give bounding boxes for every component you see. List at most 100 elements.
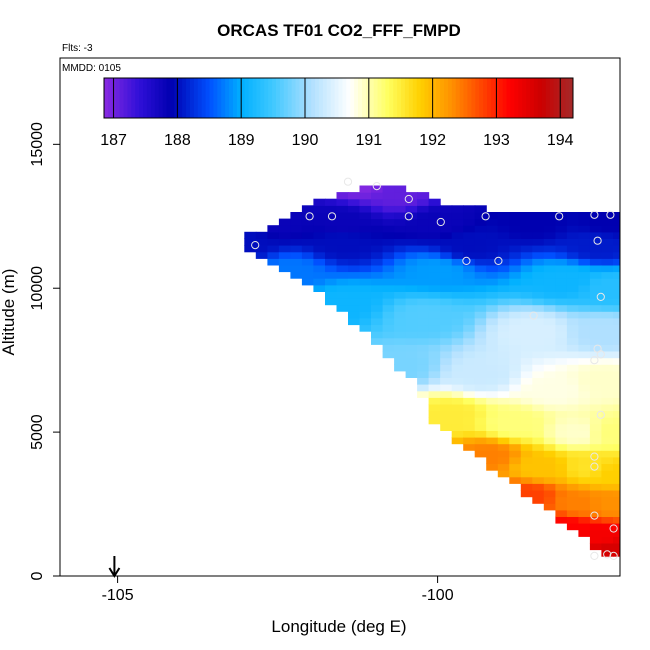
heatmap-cell <box>417 278 430 286</box>
heatmap-cell <box>566 423 579 431</box>
heatmap-cell <box>532 324 545 332</box>
heatmap-cell <box>543 456 556 465</box>
colorbar-segment <box>404 78 410 118</box>
heatmap-cell <box>578 264 591 273</box>
colorbar-segment <box>522 78 527 118</box>
heatmap-cell <box>578 443 591 451</box>
heatmap-cell <box>532 496 545 504</box>
heatmap-cell <box>359 198 372 206</box>
heatmap-cell <box>532 490 545 498</box>
heatmap-cell <box>486 238 499 246</box>
heatmap-cell <box>451 331 464 339</box>
heatmap-cell <box>543 251 556 259</box>
heatmap-cell <box>428 251 441 259</box>
heatmap-cell <box>417 238 430 246</box>
heatmap-cell <box>440 423 453 431</box>
heatmap-cell <box>463 238 476 246</box>
heatmap-cell <box>474 291 487 299</box>
colorbar-segment <box>279 78 285 118</box>
heatmap-cell <box>440 344 453 352</box>
heatmap-cell <box>601 437 614 445</box>
heatmap-cell <box>497 251 510 259</box>
heatmap-cell <box>578 317 591 326</box>
heatmap-cell <box>336 304 349 312</box>
heatmap-cell <box>589 212 602 220</box>
heatmap-cell <box>463 251 476 259</box>
colorbar-segment <box>248 78 254 118</box>
heatmap-cell <box>589 483 602 491</box>
heatmap-cell <box>601 377 614 385</box>
heatmap-cell <box>589 417 602 425</box>
heatmap-cell <box>589 238 602 246</box>
heatmap-cell <box>394 271 407 279</box>
heatmap-cell <box>566 291 579 299</box>
heatmap-cell <box>532 410 545 418</box>
heatmap-cell <box>371 304 384 312</box>
heatmap-cell <box>520 364 533 372</box>
heatmap-cell <box>371 291 384 299</box>
heatmap-cell <box>520 225 533 233</box>
heatmap-cell <box>440 324 453 332</box>
colorbar-segment <box>459 78 465 118</box>
heatmap-cell <box>371 317 384 326</box>
heatmap-cell <box>313 198 326 206</box>
heatmap-cell <box>566 364 579 372</box>
heatmap-cell <box>555 245 568 253</box>
heatmap-cell <box>417 304 430 312</box>
heatmap-cell <box>566 212 579 220</box>
colorbar-segment <box>291 78 297 118</box>
heatmap-cell <box>578 463 591 471</box>
heatmap-cell <box>290 231 303 239</box>
heatmap-cell <box>613 258 620 266</box>
colorbar-segment <box>131 78 136 118</box>
colorbar-segment <box>533 78 539 118</box>
colorbar-segment <box>275 78 281 118</box>
heatmap-cell <box>394 291 407 299</box>
heatmap-cell <box>348 225 361 233</box>
colorbar-segment <box>412 78 418 118</box>
heatmap-cell <box>336 231 349 239</box>
heatmap-cell <box>486 337 499 345</box>
heatmap-cell <box>543 410 556 418</box>
heatmap-cell <box>371 218 384 226</box>
heatmap-cell <box>405 311 418 319</box>
heatmap-cell <box>532 258 545 266</box>
heatmap-cell <box>451 437 464 445</box>
heatmap-cell <box>520 331 533 339</box>
heatmap-cell <box>336 198 349 206</box>
y-tick-label: 15000 <box>29 122 46 167</box>
chart-title: ORCAS TF01 CO2_FFF_FMPD <box>217 21 461 40</box>
heatmap-cell <box>428 231 441 239</box>
colorbar-segment <box>498 78 504 118</box>
heatmap-cell <box>301 278 314 286</box>
heatmap-cell <box>532 264 545 273</box>
heatmap-cell <box>382 251 395 259</box>
heatmap-cell <box>509 390 522 398</box>
colorbar: 187 188 189 190 191 192 193 194 <box>100 77 574 149</box>
heatmap-cell <box>497 264 510 273</box>
heatmap-cell <box>486 357 499 365</box>
heatmap-cell <box>428 205 441 213</box>
heatmap-cell <box>405 324 418 332</box>
heatmap-cell <box>290 258 303 266</box>
heatmap-cell <box>440 245 453 253</box>
heatmap-cell <box>543 377 556 385</box>
heatmap-cell <box>566 503 579 511</box>
heatmap-cell <box>451 311 464 319</box>
colorbar-segment <box>424 78 429 118</box>
heatmap-cell <box>336 278 349 286</box>
heatmap-cell <box>405 291 418 299</box>
heatmap-cell <box>440 284 453 292</box>
heatmap-cell <box>613 212 620 220</box>
heatmap-cell <box>520 417 533 425</box>
heatmap-cell <box>509 231 522 239</box>
heatmap-cell <box>244 231 257 239</box>
heatmap-cell <box>474 225 487 233</box>
heatmap-cell <box>486 370 499 378</box>
heatmap-cell <box>589 245 602 253</box>
heatmap-cell <box>589 225 602 233</box>
heatmap-cell <box>405 192 418 200</box>
heatmap-cell <box>601 390 614 398</box>
heatmap-cell <box>325 212 338 220</box>
heatmap-cell <box>532 370 545 378</box>
